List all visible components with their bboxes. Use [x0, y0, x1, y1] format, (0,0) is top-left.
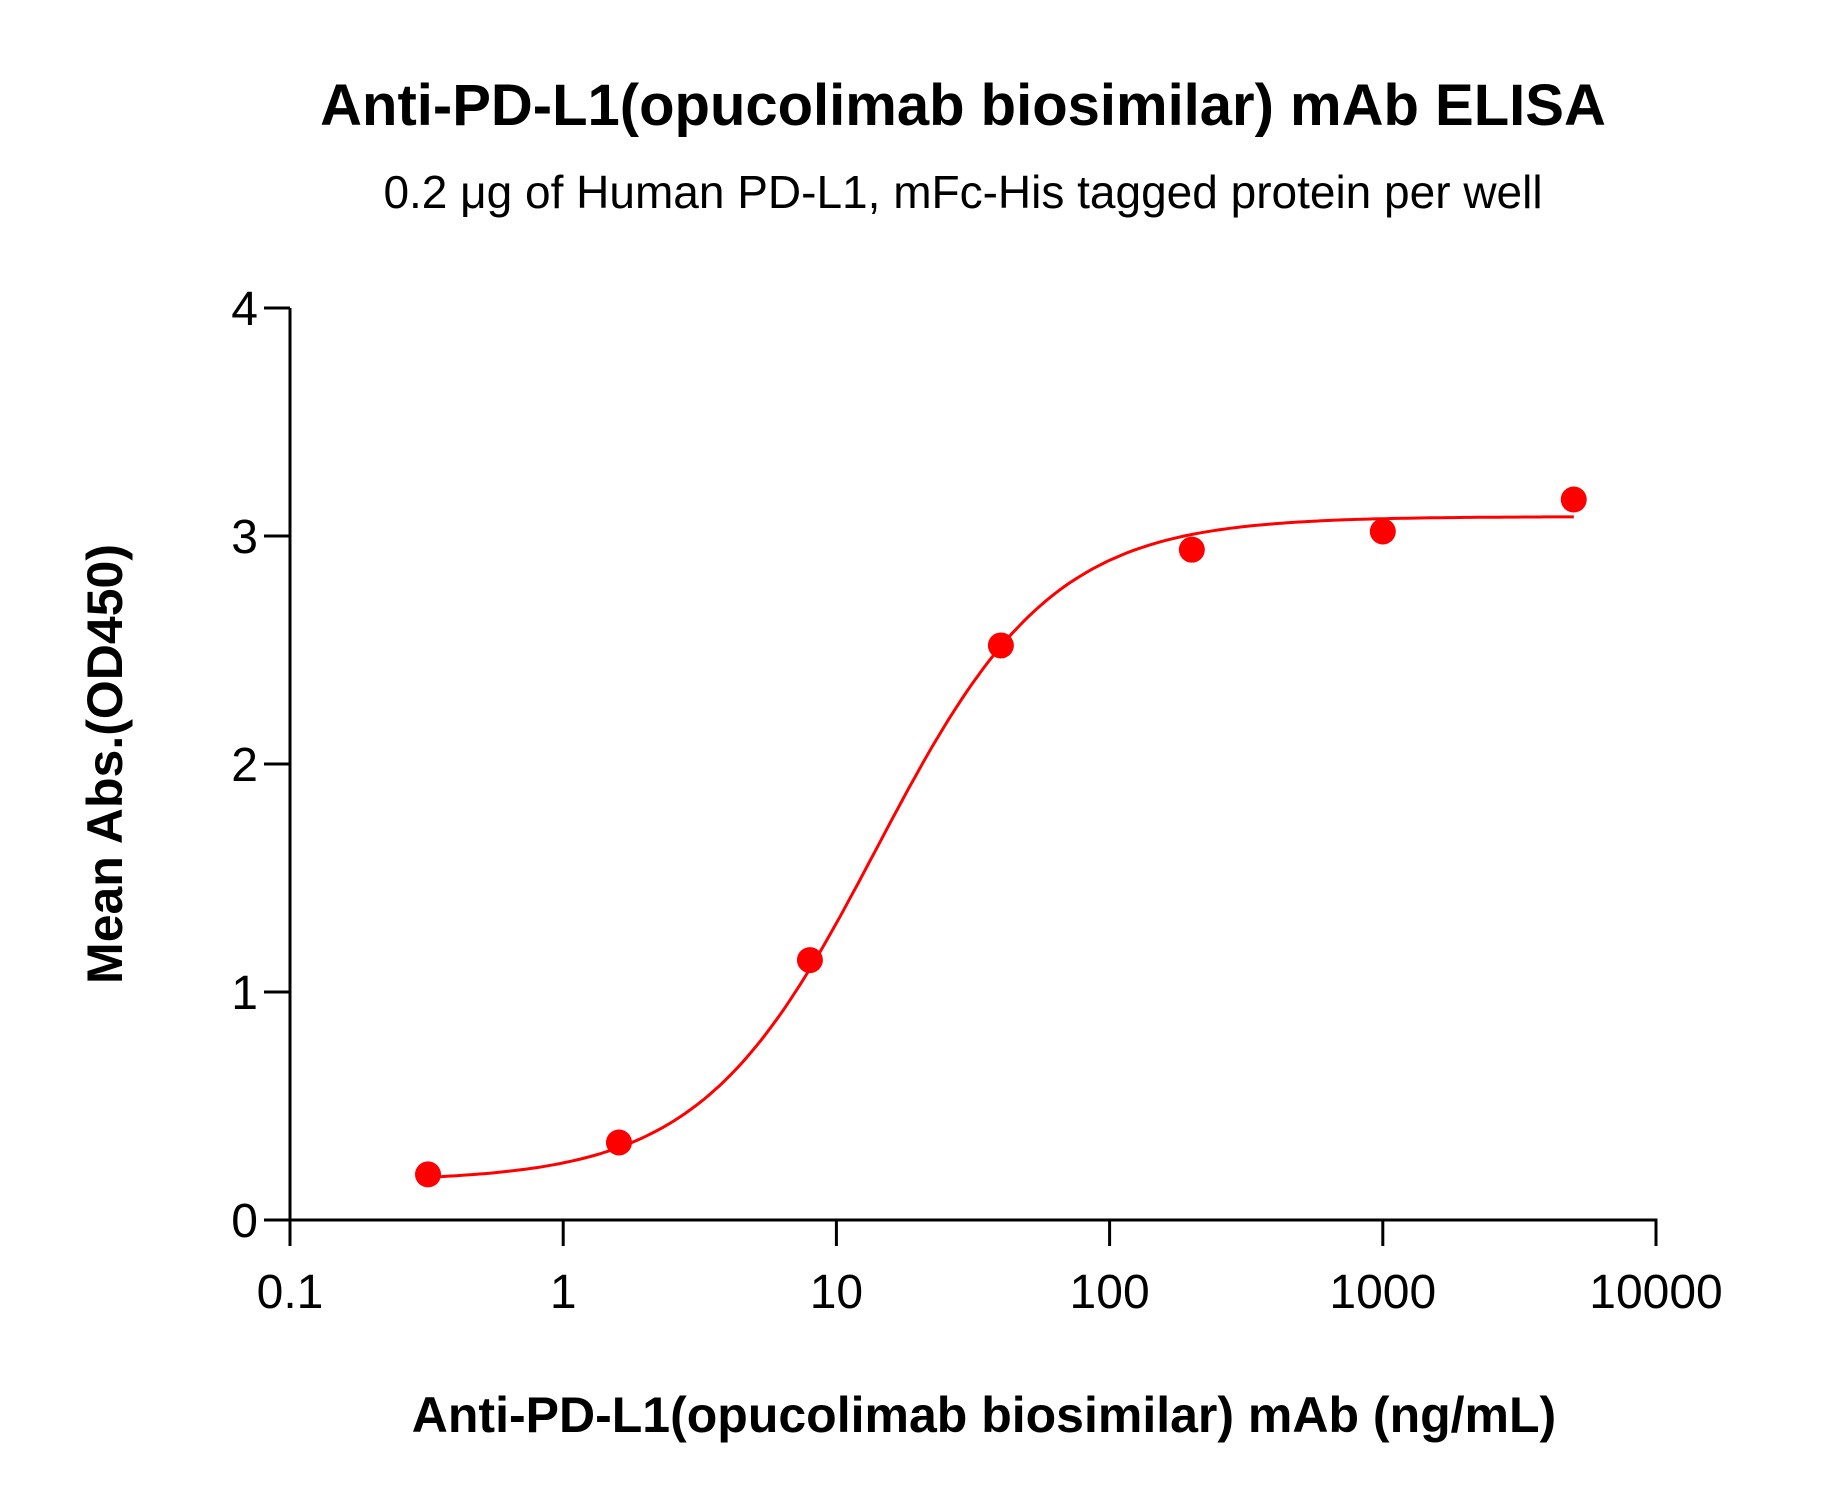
- y-tick-label: 3: [231, 511, 258, 564]
- x-tick-label: 1000: [1329, 1266, 1436, 1319]
- fit-curve: [427, 515, 1574, 1179]
- y-tick-label: 1: [231, 967, 258, 1020]
- y-axis-label: Mean Abs.(OD450): [77, 544, 133, 984]
- data-point: [415, 1161, 442, 1188]
- data-point: [1560, 486, 1587, 513]
- x-tick-label: 10000: [1589, 1266, 1722, 1319]
- x-tick-label: 100: [1070, 1266, 1150, 1319]
- data-point: [796, 947, 823, 974]
- chart-title: Anti-PD-L1(opucolimab biosimilar) mAb EL…: [320, 73, 1606, 138]
- x-tick-label: 0.1: [257, 1266, 324, 1319]
- data-point: [1178, 536, 1205, 563]
- data-point: [1369, 518, 1396, 545]
- chart-subtitle: 0.2 μg of Human PD-L1, mFc-His tagged pr…: [383, 166, 1543, 218]
- x-axis-label: Anti-PD-L1(opucolimab biosimilar) mAb (n…: [412, 1387, 1556, 1443]
- y-tick-label: 4: [231, 283, 258, 336]
- data-point: [605, 1129, 632, 1156]
- x-tick-label: 10: [810, 1266, 863, 1319]
- y-tick-label: 2: [231, 739, 258, 792]
- y-tick-label: 0: [231, 1195, 258, 1248]
- data-point: [987, 632, 1014, 659]
- x-tick-label: 1: [550, 1266, 577, 1319]
